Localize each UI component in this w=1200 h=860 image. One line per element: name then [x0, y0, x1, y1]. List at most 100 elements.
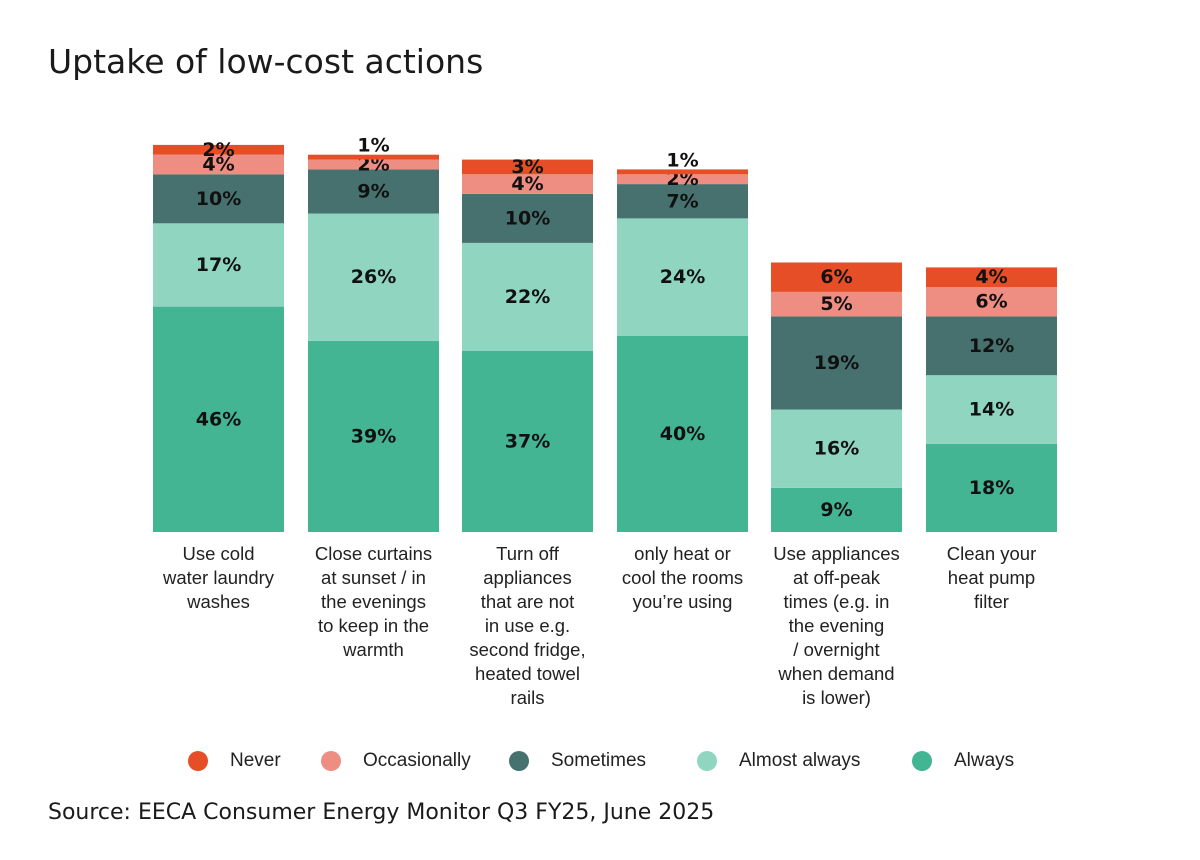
data-label-always-1: 46% [196, 408, 241, 430]
data-label-sometimes-1: 10% [196, 188, 241, 210]
data-label-never-5: 6% [820, 266, 852, 288]
bar-segment-always-4 [617, 336, 748, 532]
category-label-6-line-1: Clean your [947, 543, 1036, 564]
bar-segment-occasionally-3 [462, 174, 593, 194]
legend-item-never: Never [188, 747, 281, 775]
bar-segment-always-2 [308, 340, 439, 532]
bar-segment-occasionally-6 [926, 287, 1057, 317]
bar-segment-occasionally-5 [771, 291, 902, 317]
legend-item-almost-always: Almost always [697, 747, 860, 775]
data-label-always-5: 9% [820, 499, 852, 521]
bar-segment-almost-always-4 [617, 218, 748, 336]
bar-segment-never-2 [308, 154, 439, 160]
data-label-occasionally-3: 4% [511, 173, 543, 195]
legend-item-sometimes: Sometimes [509, 747, 646, 775]
category-label-3-line-6: heated towel [475, 663, 580, 684]
category-label-4-line-3: you’re using [633, 591, 733, 612]
data-label-always-4: 40% [660, 423, 705, 445]
category-label-5-line-4: the evening [789, 615, 885, 636]
category-label-1-line-3: washes [186, 591, 250, 612]
legend: Never Occasionally Sometimes Almost alwa… [0, 747, 1200, 777]
category-label-4-line-1: only heat or [634, 543, 731, 564]
legend-swatch-occasionally [321, 751, 341, 771]
category-label-3-line-1: Turn off [496, 543, 560, 564]
bar-segment-sometimes-2 [308, 169, 439, 214]
data-label-never-4: 1% [666, 149, 698, 171]
legend-item-always: Always [912, 747, 1014, 775]
category-label-3-line-5: second fridge, [469, 639, 585, 660]
data-label-sometimes-3: 10% [505, 207, 550, 229]
category-label-2-line-1: Close curtains [315, 543, 432, 564]
legend-item-occasionally: Occasionally [321, 747, 471, 775]
category-label-5-line-5: / overnight [793, 639, 879, 660]
category-label-3-line-7: rails [511, 687, 545, 708]
bar-segment-occasionally-4 [617, 174, 748, 185]
category-label-3-line-2: appliances [483, 567, 571, 588]
bar-segment-always-3 [462, 350, 593, 532]
legend-label-sometimes: Sometimes [551, 750, 647, 771]
bar-segment-almost-always-1 [153, 223, 284, 307]
bar-segment-always-5 [771, 487, 902, 532]
legend-label-never: Never [230, 750, 281, 771]
legend-label-almost-always: Almost always [739, 750, 861, 771]
bar-segment-sometimes-3 [462, 193, 593, 243]
bar-segment-always-1 [153, 306, 284, 532]
category-label-2-line-5: warmth [342, 639, 404, 660]
legend-swatch-sometimes [509, 751, 529, 771]
category-label-3-line-4: in use e.g. [485, 615, 570, 636]
data-label-always-3: 37% [505, 430, 550, 452]
data-label-always-6: 18% [969, 477, 1014, 499]
category-label-5-line-1: Use appliances [773, 543, 900, 564]
data-label-almost-always-5: 16% [814, 438, 859, 460]
bar-segment-almost-always-2 [308, 213, 439, 341]
bar-segment-sometimes-4 [617, 184, 748, 219]
chart-title: Uptake of low-cost actions [48, 42, 484, 81]
category-label-2-line-3: the evenings [321, 591, 426, 612]
category-label-1-line-1: Use cold [183, 543, 255, 564]
data-label-never-3: 3% [511, 156, 543, 178]
category-label-3-line-3: that are not [481, 591, 575, 612]
data-label-occasionally-1: 4% [202, 154, 234, 176]
data-label-sometimes-6: 12% [969, 335, 1014, 357]
data-label-sometimes-4: 7% [666, 190, 698, 212]
category-label-5-line-2: at off-peak [793, 567, 881, 588]
category-label-1-line-2: water laundry [162, 567, 275, 588]
legend-swatch-almost-always [697, 751, 717, 771]
data-label-sometimes-5: 19% [814, 352, 859, 374]
bar-segment-almost-always-5 [771, 409, 902, 488]
category-label-6-line-2: heat pump [948, 567, 1035, 588]
bar-segment-never-4 [617, 169, 748, 175]
legend-label-occasionally: Occasionally [363, 750, 471, 771]
bar-segment-occasionally-2 [308, 159, 439, 170]
data-label-almost-always-6: 14% [969, 399, 1014, 421]
data-label-sometimes-2: 9% [357, 180, 389, 202]
category-label-5-line-6: when demand [777, 663, 894, 684]
legend-label-always: Always [954, 750, 1015, 771]
data-label-never-2: 1% [357, 135, 389, 157]
legend-swatch-never [188, 751, 208, 771]
data-label-almost-always-2: 26% [351, 266, 396, 288]
data-label-never-6: 4% [975, 266, 1007, 288]
source-note: Source: EECA Consumer Energy Monitor Q3 … [48, 800, 715, 825]
category-label-2-line-4: to keep in the [318, 615, 429, 636]
data-label-occasionally-5: 5% [820, 293, 852, 315]
category-label-4-line-2: cool the rooms [622, 567, 743, 588]
category-label-6-line-3: filter [974, 591, 1009, 612]
bar-segment-sometimes-1 [153, 174, 284, 224]
data-label-almost-always-4: 24% [660, 266, 705, 288]
category-label-5-line-3: times (e.g. in [784, 591, 890, 612]
legend-swatch-always [912, 751, 932, 771]
bar-segment-always-6 [926, 443, 1057, 532]
bar-segment-almost-always-6 [926, 375, 1057, 444]
bar-segment-never-5 [771, 262, 902, 292]
data-label-occasionally-6: 6% [975, 291, 1007, 313]
data-label-never-1: 2% [202, 139, 234, 161]
bar-segment-occasionally-1 [153, 154, 284, 175]
bar-segment-sometimes-5 [771, 316, 902, 410]
data-label-almost-always-1: 17% [196, 254, 241, 276]
data-label-always-2: 39% [351, 425, 396, 447]
bar-segment-sometimes-6 [926, 316, 1057, 376]
bar-segment-never-1 [153, 144, 284, 155]
data-label-almost-always-3: 22% [505, 286, 550, 308]
category-label-5-line-7: is lower) [802, 687, 871, 708]
